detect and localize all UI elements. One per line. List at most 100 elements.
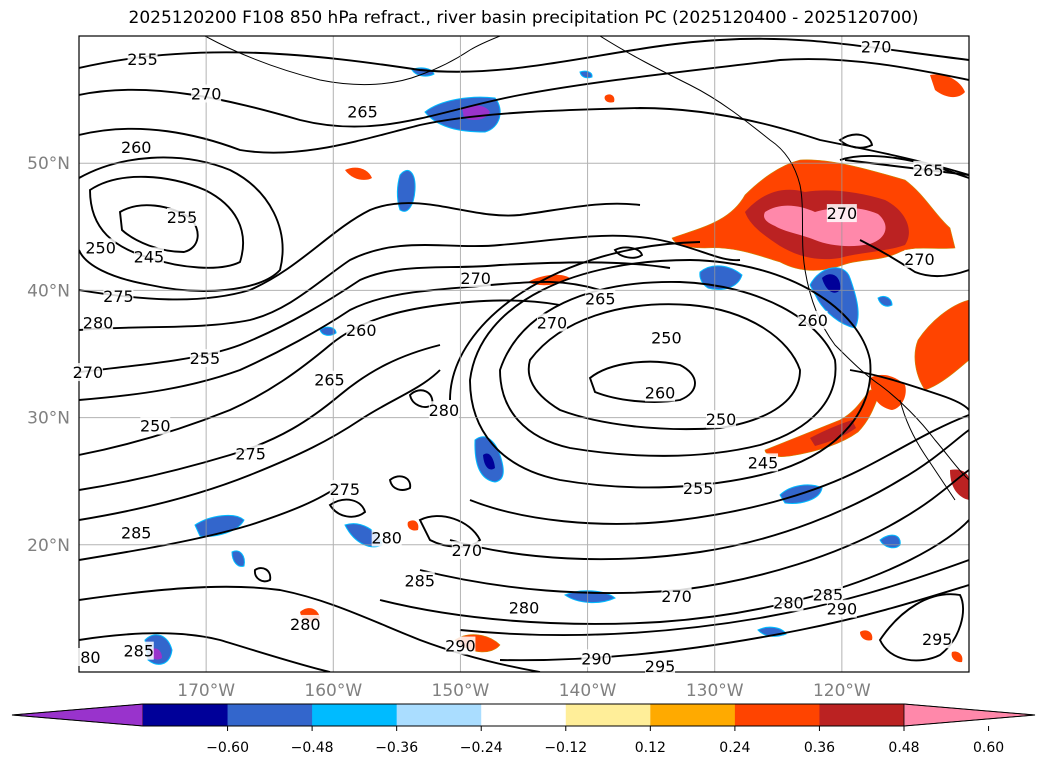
contour-label-bg [404,571,435,590]
contour-label: 265 [347,102,378,121]
contour-label: 285 [404,572,435,591]
lat-tick-label: 30°N [27,409,70,429]
contour-label-bg [585,289,616,308]
contour-label-bg [581,649,612,668]
contour-line [79,234,741,331]
contour-label: 290 [445,637,476,656]
lat-tick-label: 40°N [27,281,70,301]
contour-line [89,175,245,269]
contour-label: 270 [460,269,491,288]
contour-line [499,281,837,457]
contour-label-bg [797,310,828,329]
contour-label-bg [123,641,154,660]
contour-label-bg [103,286,134,305]
contour-line [419,469,969,594]
contour-label: 250 [651,329,682,348]
colorbar-tick-label: 0.12 [635,740,666,756]
contour-line [849,369,969,411]
contour-line [418,515,482,548]
contour-line [469,414,969,525]
colorbar-segment [396,704,482,726]
precip-patch [877,295,893,307]
contour-label-bg [133,247,164,266]
contour-line [328,498,367,518]
colorbar-tick-label: 0.36 [804,740,835,756]
contour-label: 290 [827,600,858,619]
contour-label-bg [72,363,103,382]
precip-patch [319,326,337,336]
precip-patch [822,274,841,293]
contour-label: 280 [290,615,321,634]
colorbar-tick-label: 0.60 [973,740,1004,756]
contour-label-bg [127,50,158,69]
contour-label: 265 [585,289,616,308]
contour-line [613,246,644,259]
plot-area [79,36,969,672]
contour-label-bg [83,313,114,332]
contour-line [79,280,601,401]
contour-label: 275 [329,480,360,499]
contour-label: 295 [922,630,953,649]
contour-labels: 255 270 270 265 260 265 255 250 245 270 270 275 280 2… [72,37,953,676]
colorbar-extend-high [903,703,1036,727]
contour-label-bg [651,328,682,347]
contour-label-bg [509,598,539,617]
contour-line [79,484,341,561]
refractivity-contours [79,37,969,672]
colorbar-tick-label: 0.48 [888,740,919,756]
contour-line [79,299,561,456]
coastline-alaska-peninsula [204,36,501,86]
contour-line [859,239,969,278]
contour-label-bg [536,313,567,332]
contour-line [79,344,441,491]
contour-line [588,360,696,403]
contour-label-bg [121,137,152,156]
lat-tick-label: 50°N [27,154,70,174]
contour-label-bg [826,204,857,223]
colorbar-tick-label: −0.48 [291,740,334,756]
contour-label-bg [314,370,345,389]
international-border [844,159,969,176]
colorbar-segment [143,704,229,726]
contour-label: 280 [509,598,540,617]
lat-tick-label: 20°N [27,536,70,556]
contour-label: 255 [683,479,714,498]
contour-label: 270 [827,204,858,223]
contour-label: 280 [83,313,114,332]
colorbar-segment [734,704,820,726]
contour-label: 275 [103,287,134,306]
contour-line [118,204,199,253]
contour-label: 255 [190,349,221,368]
contour-label: 250 [706,410,737,429]
contour-label-bg [812,585,843,604]
precip-patch [809,267,859,329]
contour-label: 255 [127,50,158,69]
contour-line [79,585,541,672]
contour-line [379,519,969,625]
contour-label: 280 [429,401,460,420]
contour-label: 260 [645,383,676,402]
contour-label-bg [913,160,944,179]
contour-line [459,559,969,637]
contour-line [254,567,272,583]
precip-patch [424,96,501,133]
lon-tick-label: 160°W [304,681,362,701]
map-title: 2025120200 F108 850 hPa refract., river … [128,8,919,28]
contour-label: 250 [85,238,116,257]
contour-label-bg [904,249,935,268]
precip-patch [579,70,593,79]
contour-label: 270 [904,250,935,269]
colorbar-segment [312,704,398,726]
contour-label: 270 [537,313,568,332]
contour-label: 270 [73,363,104,382]
contour-label: 275 [235,444,266,463]
colorbar-outline [11,703,1036,727]
contour-label: 280 [371,528,402,547]
contour-label: 265 [913,161,944,180]
colorbar-extend-low [11,703,144,727]
precip-patch [810,420,856,446]
contour-label-bg [922,630,953,649]
contour-label-bg [645,656,676,675]
contour-label: 260 [797,311,828,330]
